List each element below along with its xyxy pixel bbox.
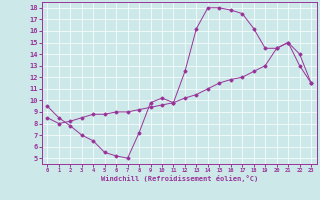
X-axis label: Windchill (Refroidissement éolien,°C): Windchill (Refroidissement éolien,°C) [100,175,258,182]
